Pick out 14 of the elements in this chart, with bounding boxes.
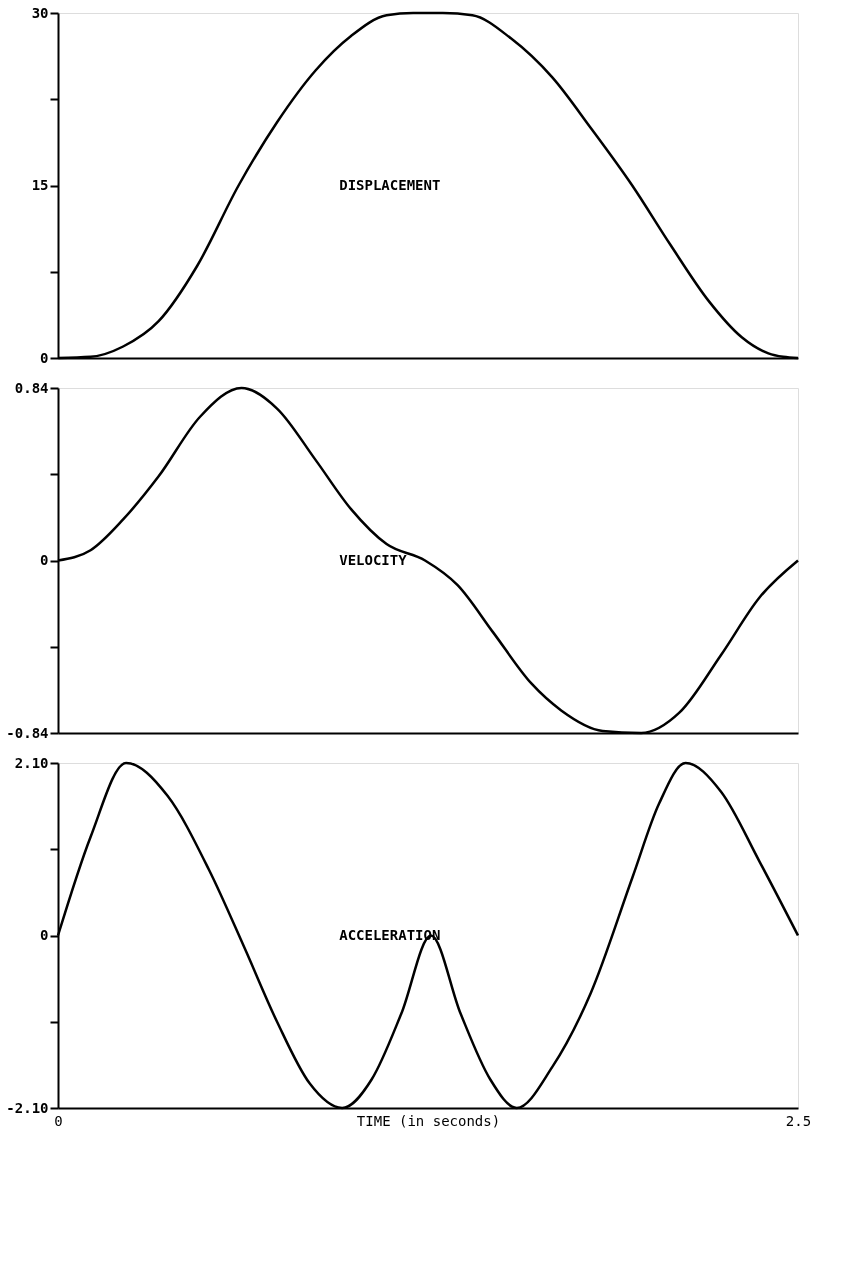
y-tick-label: 15 xyxy=(31,177,49,193)
x-axis-title: TIME (in seconds) xyxy=(356,1112,501,1129)
series-label: VELOCITY xyxy=(339,551,408,568)
y-tick-label: -2.10 xyxy=(6,1099,49,1116)
series-label: ACCELERATION xyxy=(339,926,441,943)
y-tick-label: 0 xyxy=(40,349,49,366)
y-tick-label: 2.10 xyxy=(14,754,49,771)
text: DISPLACEMENT xyxy=(339,176,441,193)
y-tick-label: 0.84 xyxy=(14,379,49,396)
y-tick-label: 0 xyxy=(40,552,49,568)
y-tick-label: 0 xyxy=(40,927,49,943)
y-tick-label: 30 xyxy=(31,4,49,21)
y-tick-label: -0.84 xyxy=(6,724,49,741)
x-tick-label: 2.5 xyxy=(785,1112,812,1129)
